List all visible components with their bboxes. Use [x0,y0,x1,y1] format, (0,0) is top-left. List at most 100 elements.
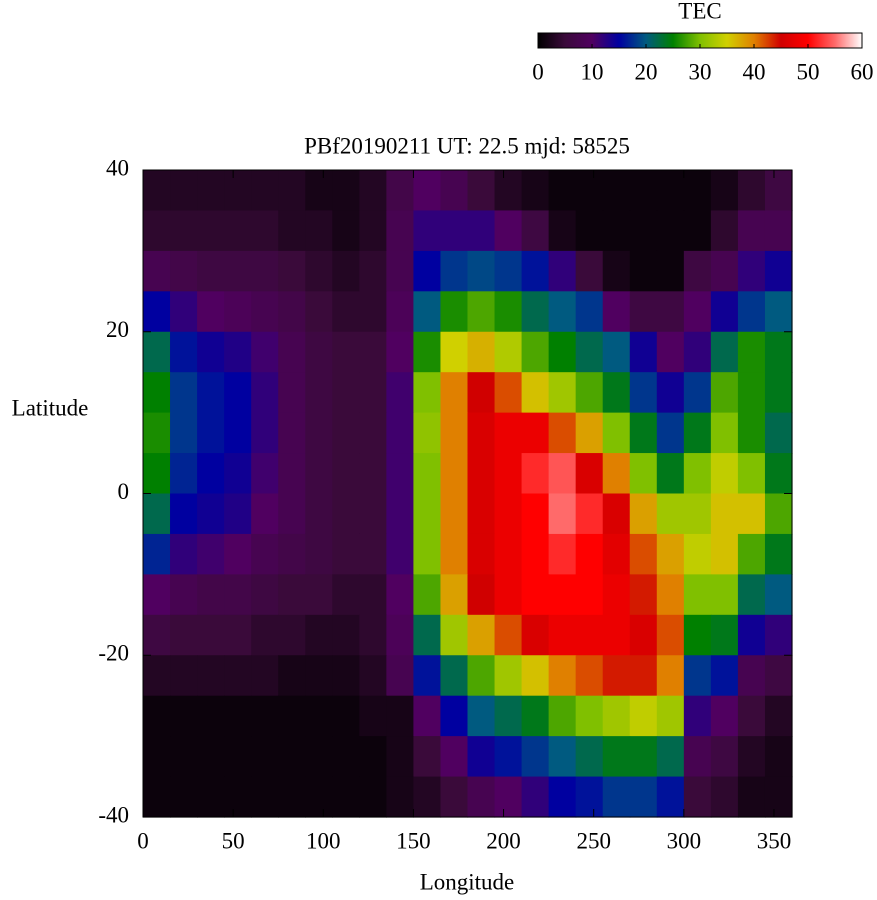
heatmap-cell [278,291,306,333]
heatmap-cell [332,736,360,778]
heatmap-cell [548,736,577,778]
heatmap-cell [197,533,225,575]
heatmap-cell [710,331,739,373]
heatmap-cell [251,533,279,575]
heatmap-cell [413,453,442,495]
heatmap-cell [764,736,793,778]
heatmap-cell [359,331,387,373]
heatmap-cell [764,453,793,495]
heatmap-cell [224,250,252,292]
chart-title: PBf20190211 UT: 22.5 mjd: 58525 [304,133,630,158]
heatmap-cell [170,736,198,778]
heatmap-cell [224,736,252,778]
heatmap-cell [386,533,415,575]
heatmap-cell [521,250,550,292]
heatmap-cell [656,210,685,252]
heatmap-cell [278,493,306,535]
heatmap-cell [467,372,496,414]
heatmap-cell [548,412,577,454]
heatmap-cell [656,453,685,495]
colorbar-tick-label: 10 [581,59,604,84]
heatmap-cell [197,695,225,737]
heatmap-cell [575,170,604,212]
heatmap-cell [764,614,793,656]
heatmap-cell [656,776,685,818]
heatmap-cell [629,776,658,818]
heatmap-cell [683,776,712,818]
heatmap-cell [602,170,631,212]
heatmap-cell [521,210,550,252]
heatmap-cell [602,493,631,535]
heatmap-cell [440,574,469,616]
heatmap-cell [764,493,793,535]
heatmap-cell [521,574,550,616]
heatmap-cell [359,412,387,454]
heatmap-cell [521,493,550,535]
heatmap-cell [143,776,171,818]
heatmap-cell [386,372,415,414]
heatmap-cell [575,574,604,616]
heatmap-cell [251,655,279,697]
heatmap-cell [278,250,306,292]
heatmap-cell [332,412,360,454]
heatmap-cell [710,453,739,495]
heatmap-cell [170,372,198,414]
heatmap-cell [575,655,604,697]
heatmap-cell [359,453,387,495]
heatmap-cell [386,614,415,656]
x-tick-label: 300 [667,828,702,853]
heatmap-cell [197,291,225,333]
heatmap-cell [521,736,550,778]
heatmap-cell [143,493,171,535]
heatmap-cell [737,412,766,454]
heatmap-cell [170,695,198,737]
heatmap-cell [494,412,523,454]
heatmap-cell [251,210,279,252]
colorbar-tick-label: 50 [797,59,820,84]
heatmap-cell [440,412,469,454]
heatmap-cell [602,736,631,778]
heatmap-cell [440,776,469,818]
heatmap-cell [413,533,442,575]
heatmap-cell [548,291,577,333]
heatmap-cell [197,493,225,535]
heatmap-cell [629,614,658,656]
heatmap-cell [332,574,360,616]
heatmap-cell [386,736,415,778]
heatmap-cell [170,574,198,616]
heatmap-cell [413,170,442,212]
heatmap-cell [359,170,387,212]
heatmap-cell [332,250,360,292]
heatmap-cell [305,331,333,373]
heatmap-cell [359,614,387,656]
heatmap-cell [467,412,496,454]
heatmap-cell [575,533,604,575]
heatmap-cell [656,412,685,454]
heatmap-cell [737,493,766,535]
heatmap-cell [305,736,333,778]
heatmap-cell [656,574,685,616]
heatmap-cell [737,170,766,212]
heatmap-cell [305,776,333,818]
heatmap-cell [440,695,469,737]
heatmap-cell [629,291,658,333]
heatmap-cell [629,331,658,373]
heatmap-cell [305,655,333,697]
heatmap-cell [170,614,198,656]
heatmap-cell [143,412,171,454]
heatmap-cell [629,695,658,737]
heatmap-cell [548,331,577,373]
heatmap-cell [602,614,631,656]
heatmap-cell [332,210,360,252]
heatmap-cell [710,695,739,737]
heatmap-cell [143,574,171,616]
heatmap-cell [494,372,523,414]
heatmap-cell [494,250,523,292]
heatmap-cell [764,372,793,414]
heatmap-cell [521,695,550,737]
heatmap-cell [575,776,604,818]
heatmap-cell [629,250,658,292]
heatmap-cell [170,533,198,575]
heatmap-cell [305,170,333,212]
